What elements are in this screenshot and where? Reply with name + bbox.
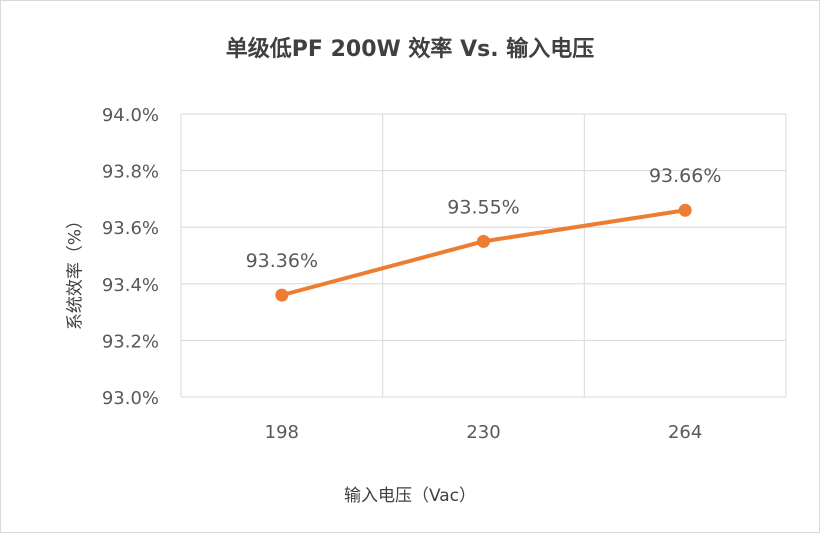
data-label: 93.36% [246,250,318,272]
y-tick-label: 93.6% [102,218,159,239]
y-tick-label: 94.0% [102,105,159,126]
y-tick-label: 93.2% [102,331,159,352]
y-tick-label: 93.0% [102,388,159,409]
series-line [279,208,688,298]
x-tick-label: 264 [668,422,702,443]
x-tick-label: 230 [466,422,500,443]
data-point [275,288,289,302]
x-axis-label: 输入电压（Vac） [343,486,477,506]
data-label: 93.66% [649,165,721,187]
data-label: 93.55% [447,196,519,218]
data-point [678,203,692,217]
y-tick-label: 93.8% [102,162,159,183]
chart-title: 单级低PF 200W 效率 Vs. 输入电压 [225,37,595,62]
data-point [477,234,490,248]
y-tick-label: 93.4% [102,275,159,296]
x-tick-label: 198 [265,422,299,443]
